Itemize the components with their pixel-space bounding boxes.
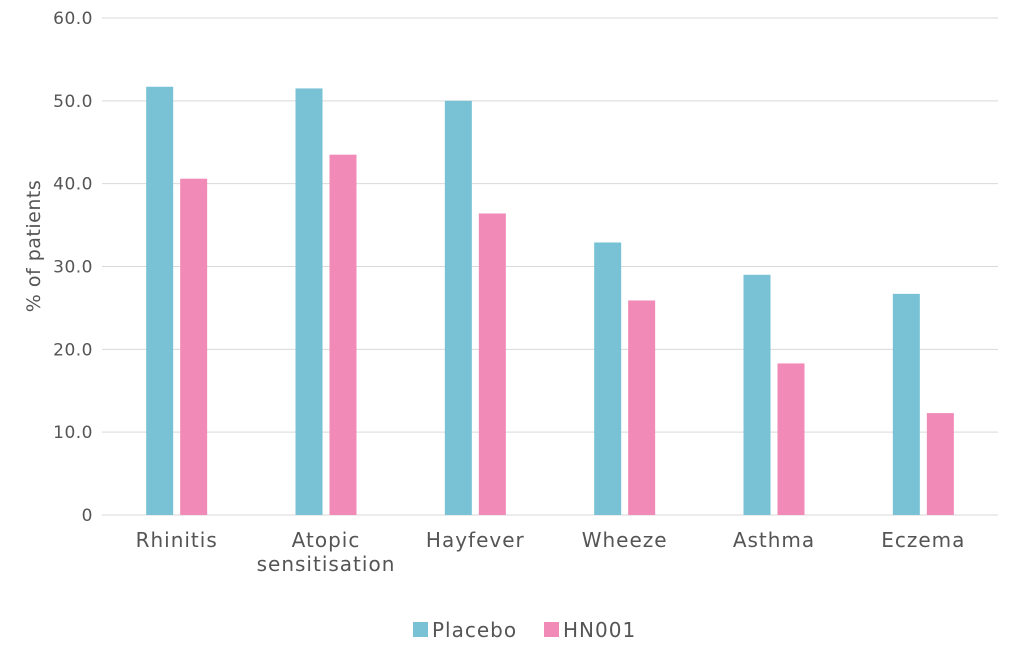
legend-swatch-placebo [413, 622, 428, 637]
x-tick-label: Asthma [733, 528, 815, 552]
bar-hn001 [180, 178, 208, 516]
bar-hn001 [777, 363, 805, 515]
bar-placebo [743, 274, 771, 515]
legend-swatch-hn001 [544, 622, 559, 637]
x-tick-label: Wheeze [582, 528, 668, 552]
y-tick-label: 10.0 [53, 423, 93, 443]
y-tick-label: 30.0 [53, 258, 93, 278]
legend-label: Placebo [432, 618, 517, 642]
y-tick-label: 50.0 [53, 92, 93, 112]
y-tick-label: 20.0 [53, 340, 93, 360]
y-tick-label: 60.0 [53, 9, 93, 29]
bar-placebo [444, 100, 472, 515]
bar-hn001 [478, 213, 506, 515]
bar-hn001 [628, 300, 656, 515]
x-tick-label: Hayfever [426, 528, 525, 552]
bar-placebo [892, 293, 920, 515]
bar-hn001 [926, 413, 954, 515]
x-tick-label: Rhinitis [136, 528, 218, 552]
legend-label: HN001 [563, 618, 636, 642]
y-axis-title: % of patients [23, 180, 45, 312]
bar-placebo [594, 242, 622, 515]
y-tick-label: 0 [82, 506, 93, 526]
bar-placebo [295, 88, 323, 516]
y-tick-label: 40.0 [53, 175, 93, 195]
x-tick-label: Eczema [881, 528, 965, 552]
x-tick-label: sensitisation [257, 552, 396, 576]
bar-hn001 [329, 154, 357, 516]
bar-placebo [146, 86, 174, 516]
x-tick-label: Atopic [292, 528, 361, 552]
